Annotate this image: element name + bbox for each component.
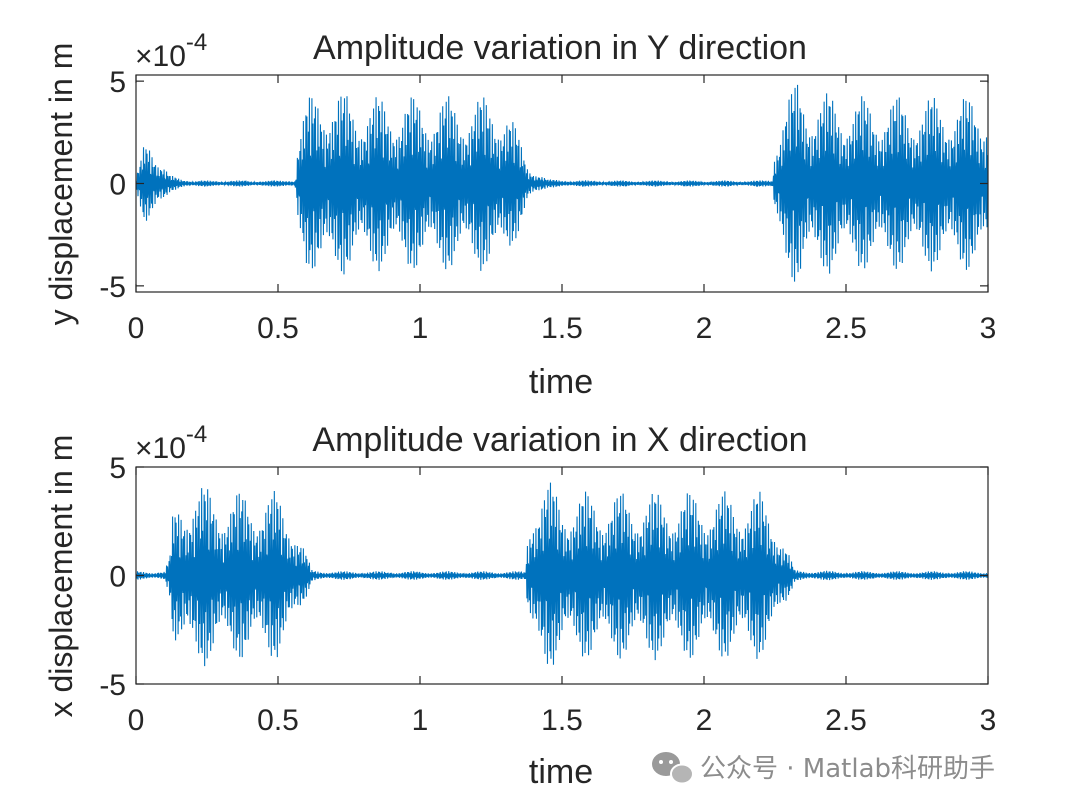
plot-area: 0 0.5 1 1.5 2 2.5 3-505 [99,66,996,345]
y-tick-label: 0 [109,169,126,202]
watermark: 公众号 · Matlab科研助手 [652,752,995,785]
y-tick-label: 5 [109,452,126,485]
wechat-icon [652,752,694,785]
exponent-base: ×10 [135,432,186,465]
chart-title: Amplitude variation in Y direction [313,29,807,67]
y-axis-label: x displacement in m [43,435,79,718]
x-tick-label: 0.5 [257,312,299,345]
exponent-label: ×10-4 [135,421,207,465]
y-tick-label: -5 [99,271,126,304]
x-tick-label: 3 [980,704,997,737]
y-tick-label: 5 [109,66,126,99]
subplot-x-direction: Amplitude variation in X direction ×10-4… [43,421,996,791]
exponent-label: ×10-4 [135,29,207,73]
y-tick-label: 0 [109,561,126,594]
x-tick-label: 1 [412,704,429,737]
series-line [136,84,988,282]
series-line [136,482,988,667]
exponent-base: ×10 [135,40,186,73]
x-tick-label: 0 [128,312,145,345]
exponent-power: -4 [186,29,207,56]
x-tick-label: 3 [980,312,997,345]
x-tick-label: 1 [412,312,429,345]
plot-area: 0 0.5 1 1.5 2 2.5 3-505 [99,452,996,737]
x-tick-label: 0.5 [257,704,299,737]
y-axis-label: y displacement in m [43,43,79,326]
x-tick-label: 1.5 [541,704,583,737]
x-axis-label: time [529,363,593,401]
watermark-text: 公众号 · Matlab科研助手 [700,754,995,784]
x-axis-label: time [529,753,593,791]
x-tick-label: 1.5 [541,312,583,345]
subplot-y-direction: Amplitude variation in Y direction ×10-4… [43,29,996,401]
x-tick-label: 2.5 [825,704,867,737]
x-tick-label: 2.5 [825,312,867,345]
y-tick-label: -5 [99,669,126,702]
exponent-power: -4 [186,421,207,448]
chart-title: Amplitude variation in X direction [312,421,807,459]
x-tick-label: 2 [696,704,713,737]
x-tick-label: 2 [696,312,713,345]
x-tick-label: 0 [128,704,145,737]
